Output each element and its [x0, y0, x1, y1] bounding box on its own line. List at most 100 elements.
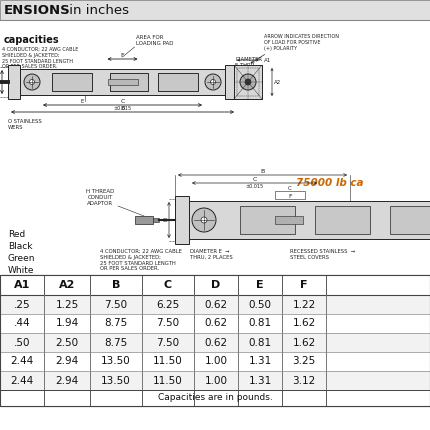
Text: RECESSED STAINLESS  →
STEEL COVERS: RECESSED STAINLESS → STEEL COVERS: [290, 249, 355, 260]
Text: D: D: [162, 218, 167, 222]
Text: C: C: [120, 99, 125, 104]
Bar: [240, 206, 295, 234]
Text: C: C: [288, 186, 292, 191]
Text: Green: Green: [8, 254, 36, 263]
Text: 2.44: 2.44: [10, 356, 34, 366]
Text: 4 CONDUCTOR; 22 AWG CABLE
SHIELDED & JACKETED;
25 FOOT STANDARD LENGTH
OR PER SA: 4 CONDUCTOR; 22 AWG CABLE SHIELDED & JAC…: [100, 249, 182, 271]
Bar: [275, 216, 303, 224]
Text: ±0.015: ±0.015: [114, 106, 132, 111]
Bar: [0, 295, 430, 314]
Text: .44: .44: [14, 319, 30, 329]
Bar: [108, 79, 138, 85]
Text: 1.22: 1.22: [292, 300, 316, 310]
Bar: [135, 216, 153, 224]
Bar: [390, 206, 430, 234]
Text: 2.50: 2.50: [55, 338, 79, 347]
Text: 2.94: 2.94: [55, 356, 79, 366]
Circle shape: [201, 217, 207, 223]
Text: 13.50: 13.50: [101, 375, 131, 386]
Text: DIAMETER E  →
THRU, 2 PLACES: DIAMETER E → THRU, 2 PLACES: [190, 249, 233, 260]
Text: 6.25: 6.25: [157, 300, 180, 310]
Text: in inches: in inches: [65, 3, 129, 16]
Bar: [275, 191, 305, 199]
Text: 0.62: 0.62: [204, 319, 227, 329]
Circle shape: [205, 74, 221, 90]
Text: 4 CONDUCTOR; 22 AWG CABLE
SHIELDED & JACKETED;
25 FOOT STANDARD LENGTH
OR PER SA: 4 CONDUCTOR; 22 AWG CABLE SHIELDED & JAC…: [2, 47, 78, 69]
Text: 11.50: 11.50: [153, 375, 183, 386]
Text: H THREAD
CONDUIT
ADAPTOR: H THREAD CONDUIT ADAPTOR: [86, 189, 114, 206]
Circle shape: [240, 74, 256, 90]
Text: ±0.015: ±0.015: [246, 184, 264, 189]
Text: .25: .25: [14, 300, 30, 310]
Bar: [8, 65, 20, 99]
Text: Black: Black: [8, 242, 33, 251]
Bar: [158, 73, 198, 91]
Circle shape: [30, 80, 34, 85]
Bar: [237, 68, 259, 96]
Bar: [189, 201, 430, 239]
Text: 1.62: 1.62: [292, 338, 316, 347]
Text: E: E: [81, 99, 84, 104]
Text: 0.62: 0.62: [204, 338, 227, 347]
Text: 1.00: 1.00: [205, 356, 227, 366]
Bar: [0, 275, 430, 406]
Text: ARROW INDICATES DIRECTION
OF LOAD FOR POSITIVE
(+) POLARITY: ARROW INDICATES DIRECTION OF LOAD FOR PO…: [264, 34, 339, 51]
Circle shape: [24, 74, 40, 90]
Text: 1.62: 1.62: [292, 319, 316, 329]
Bar: [52, 73, 92, 91]
Text: 1.31: 1.31: [249, 356, 272, 366]
Bar: [0, 314, 430, 333]
Text: White: White: [8, 266, 34, 275]
Bar: [158, 73, 198, 91]
Text: B: B: [112, 280, 120, 290]
Text: A2: A2: [59, 280, 75, 290]
Bar: [0, 0, 430, 20]
Text: A1: A1: [14, 280, 30, 290]
Text: 0.50: 0.50: [249, 300, 271, 310]
Text: F: F: [288, 194, 292, 199]
Text: AREA FOR
LOADING PAD: AREA FOR LOADING PAD: [136, 35, 174, 46]
Text: 13.50: 13.50: [101, 356, 131, 366]
Text: F: F: [300, 280, 308, 290]
Text: 3.25: 3.25: [292, 356, 316, 366]
Text: D: D: [212, 280, 221, 290]
Bar: [225, 65, 237, 99]
Text: B: B: [261, 169, 264, 174]
Text: A1: A1: [264, 58, 271, 62]
Text: 1.94: 1.94: [55, 319, 79, 329]
Text: 3.12: 3.12: [292, 375, 316, 386]
Bar: [0, 371, 430, 390]
Bar: [153, 218, 159, 222]
Text: 1.25: 1.25: [55, 300, 79, 310]
Text: DIAMETER
G: DIAMETER G: [205, 74, 232, 84]
Bar: [0, 275, 430, 406]
Circle shape: [192, 208, 216, 232]
Text: 2.94: 2.94: [55, 375, 79, 386]
Text: 0.62: 0.62: [204, 300, 227, 310]
Bar: [110, 73, 148, 91]
Bar: [0, 333, 430, 352]
Bar: [0, 390, 430, 406]
Circle shape: [211, 80, 215, 85]
Text: 0.81: 0.81: [249, 319, 272, 329]
Text: C: C: [164, 280, 172, 290]
Text: 1.00: 1.00: [205, 375, 227, 386]
Text: C: C: [252, 177, 257, 182]
Bar: [0, 352, 430, 371]
Text: E: E: [256, 280, 264, 290]
Bar: [315, 206, 370, 234]
Text: 1.31: 1.31: [249, 375, 272, 386]
Text: 8.75: 8.75: [104, 338, 128, 347]
Text: 75000 lb ca: 75000 lb ca: [296, 178, 363, 188]
Text: 2.44: 2.44: [10, 375, 34, 386]
Text: 11.50: 11.50: [153, 356, 183, 366]
Text: ENSIONS: ENSIONS: [4, 3, 71, 16]
Text: 8.75: 8.75: [104, 319, 128, 329]
Text: A2: A2: [274, 80, 281, 85]
Bar: [20, 69, 225, 95]
Text: Capacities are in pounds.: Capacities are in pounds.: [158, 393, 272, 402]
Bar: [52, 73, 92, 91]
Text: 7.50: 7.50: [157, 338, 180, 347]
Text: .50: .50: [14, 338, 30, 347]
Text: O STAINLESS
WERS: O STAINLESS WERS: [8, 119, 42, 130]
